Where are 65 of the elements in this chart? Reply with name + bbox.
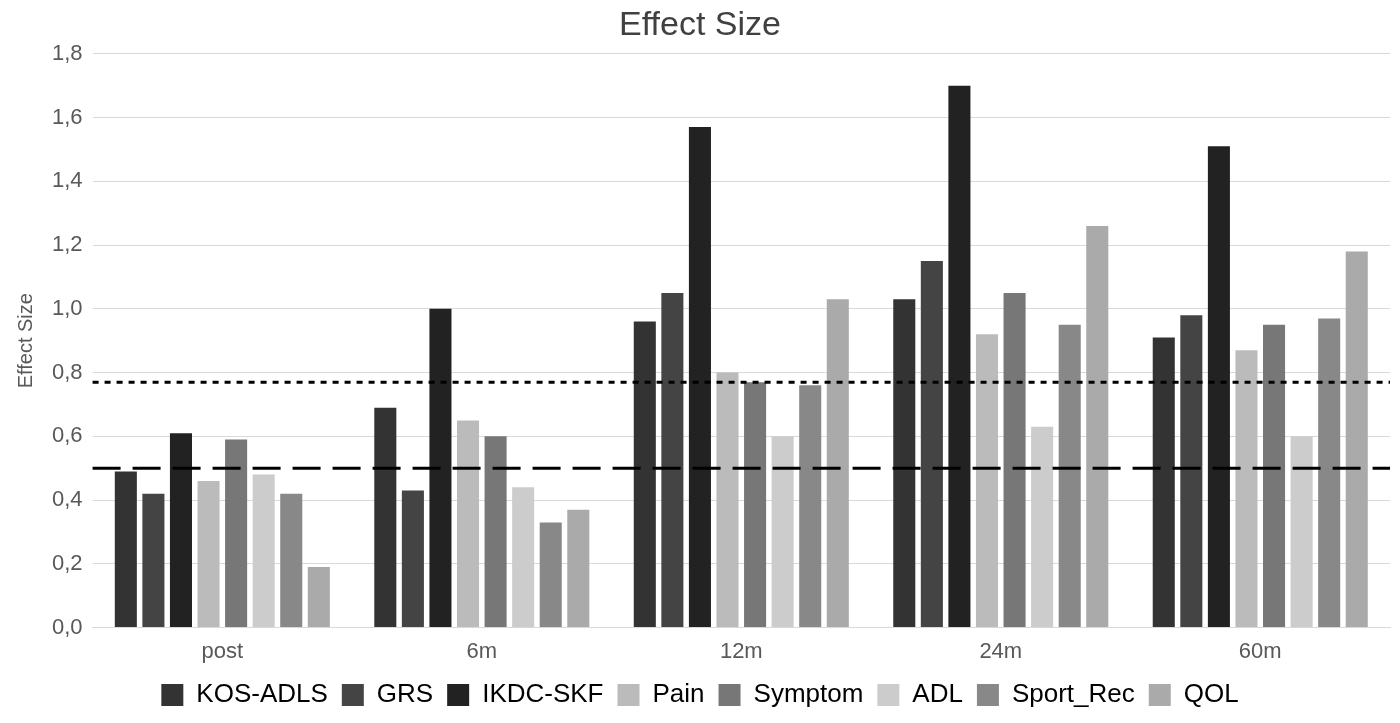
bar — [512, 487, 535, 628]
y-tick-label: 0,8 — [51, 358, 83, 384]
bar — [1345, 251, 1368, 628]
legend-label: QOL — [1183, 678, 1239, 709]
bar — [169, 433, 192, 628]
bar — [1207, 146, 1230, 628]
bar — [252, 474, 275, 628]
bar — [114, 471, 137, 628]
y-tick-label: 0,4 — [51, 486, 83, 512]
x-tick-label: 6m — [466, 637, 498, 663]
bar — [1290, 436, 1313, 628]
bar — [280, 493, 303, 628]
y-tick-label: 1,4 — [51, 167, 83, 193]
bar — [567, 509, 590, 628]
bar — [826, 299, 849, 628]
bar — [893, 299, 916, 628]
y-axis-title: Effect Size — [13, 293, 36, 389]
bar — [799, 385, 822, 628]
bar — [142, 493, 165, 628]
legend-label: Symptom — [753, 678, 864, 709]
bar — [307, 567, 330, 628]
legend-label: Pain — [652, 678, 705, 709]
y-tick-label: 0,2 — [51, 549, 83, 575]
bar — [633, 321, 656, 628]
x-tick-label: 12m — [719, 637, 763, 663]
bar — [744, 382, 767, 628]
bar — [539, 522, 562, 628]
bar — [429, 308, 452, 628]
bar — [920, 261, 943, 628]
bar — [374, 407, 397, 628]
y-tick-label: 1,6 — [51, 103, 83, 129]
legend-label: Sport_Rec — [1011, 678, 1135, 709]
bar — [457, 420, 480, 628]
y-tick-label: 1,2 — [51, 231, 83, 257]
legend-label: ADL — [912, 678, 963, 709]
legend-label: KOS-ADLS — [196, 678, 328, 709]
chart-title: Effect Size — [619, 3, 781, 42]
bar — [1318, 318, 1341, 628]
legend-label: GRS — [376, 678, 434, 709]
y-tick-label: 0,6 — [51, 422, 83, 448]
y-tick-label: 0,0 — [51, 613, 83, 639]
x-tick-label: post — [201, 637, 244, 663]
legend-label: IKDC-SKF — [482, 678, 604, 709]
x-tick-label: 60m — [1238, 637, 1282, 663]
x-tick-label: 24m — [979, 637, 1023, 663]
bar — [401, 490, 424, 628]
bar — [948, 85, 971, 628]
bar — [1235, 350, 1258, 628]
bar — [1003, 292, 1026, 628]
bar — [1031, 426, 1054, 628]
bar — [484, 436, 507, 628]
bar — [1263, 324, 1286, 628]
bar — [1086, 225, 1109, 628]
bar — [197, 480, 220, 628]
bar — [225, 439, 248, 628]
bar — [688, 127, 711, 628]
bar — [1152, 337, 1175, 628]
bar — [661, 292, 684, 628]
bar — [1058, 324, 1081, 628]
y-tick-label: 1,8 — [51, 39, 83, 65]
bar — [771, 436, 794, 628]
bar — [975, 334, 999, 628]
bar — [1180, 315, 1203, 628]
bar — [716, 372, 739, 628]
y-tick-label: 1,0 — [51, 294, 83, 320]
